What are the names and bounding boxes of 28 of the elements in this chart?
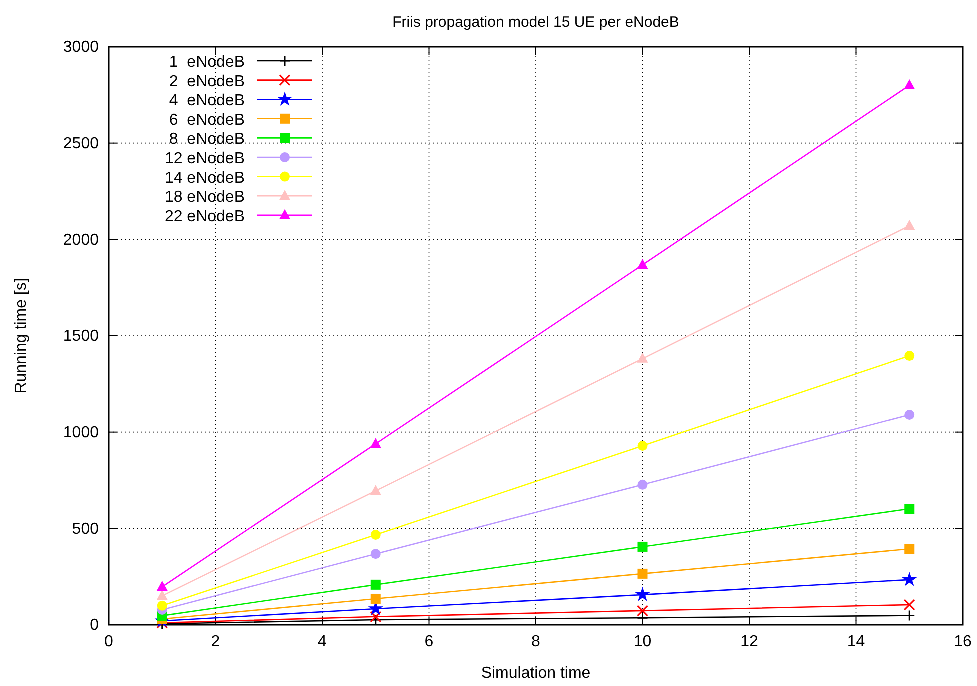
y-tick-label: 1500 xyxy=(63,328,100,346)
legend-label: 2 eNodeB xyxy=(169,73,245,90)
legend-label: 18 eNodeB xyxy=(164,189,245,206)
x-tick-label: 16 xyxy=(954,633,972,650)
legend-label: 12 eNodeB xyxy=(164,150,245,168)
y-axis-title: Running time [s] xyxy=(13,278,30,394)
x-tick-label: 12 xyxy=(740,633,758,650)
legend-label: 14 eNodeB xyxy=(164,170,245,187)
legend-label: 6 eNodeB xyxy=(169,112,245,129)
y-tick-label: 2000 xyxy=(63,232,100,249)
y-tick-label: 3000 xyxy=(63,39,100,56)
y-tick-label: 0 xyxy=(90,617,100,634)
legend-label: 22 eNodeB xyxy=(164,208,245,226)
x-tick-label: 2 xyxy=(211,633,220,650)
x-tick-label: 14 xyxy=(847,633,866,650)
legend-label: 8 eNodeB xyxy=(169,131,245,148)
x-tick-label: 0 xyxy=(104,633,114,650)
x-tick-label: 8 xyxy=(532,633,541,650)
x-tick-label: 6 xyxy=(424,633,434,650)
legend-label: 1 eNodeB xyxy=(169,54,245,71)
chart-title: Friis propagation model 15 UE per eNodeB xyxy=(392,14,680,31)
y-tick-label: 1000 xyxy=(63,424,100,442)
y-tick-label: 2500 xyxy=(63,135,100,152)
legend-label: 4 eNodeB xyxy=(169,92,245,110)
x-tick-label: 4 xyxy=(318,633,328,650)
y-tick-label: 500 xyxy=(72,520,100,538)
x-axis-title: Simulation time xyxy=(481,665,591,682)
x-tick-label: 10 xyxy=(634,633,652,650)
